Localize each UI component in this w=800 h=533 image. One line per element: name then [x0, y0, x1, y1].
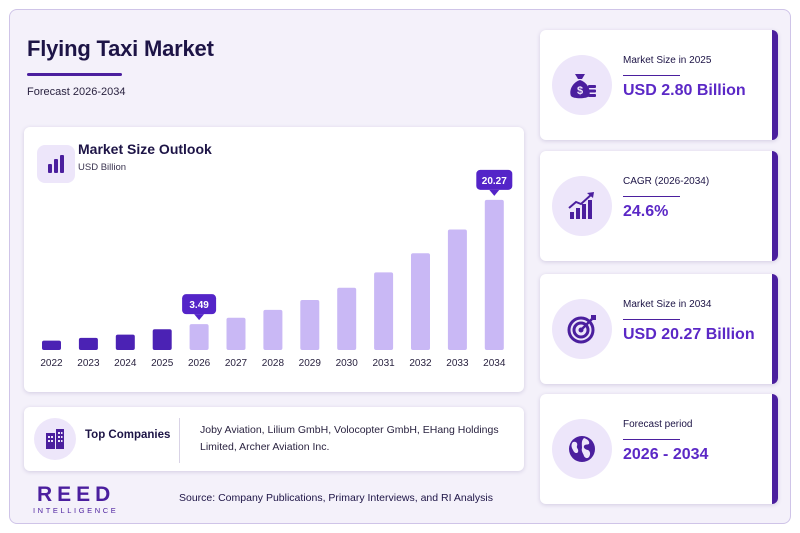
bar-2028	[263, 309, 283, 350]
data-label: 20.27	[482, 176, 507, 187]
bar-chart-icon	[37, 145, 75, 183]
x-tick-label: 2034	[483, 358, 506, 369]
stat-value: USD 2.80 Billion	[623, 82, 746, 99]
bar-2026	[189, 324, 209, 350]
companies-list: Joby Aviation, Lilium GmbH, Volocopter G…	[200, 424, 499, 453]
bar-2023	[78, 337, 98, 350]
bar-2029	[300, 299, 320, 350]
companies-label: Top Companies	[85, 429, 171, 441]
bar-2024	[115, 334, 135, 350]
stat-rule	[623, 439, 680, 440]
buildings-icon	[34, 418, 76, 460]
bar-2034	[484, 199, 504, 350]
svg-text:$: $	[577, 85, 583, 97]
callout-2034: 20.27	[476, 169, 513, 196]
bar-2022	[42, 340, 61, 350]
stat-value: 24.6%	[623, 203, 669, 220]
title-underline	[27, 73, 122, 76]
stat-card-cagr: CAGR (2026-2034) 24.6%	[540, 151, 778, 261]
globe-icon	[552, 419, 612, 479]
bar-2033	[447, 229, 467, 350]
chart-unit: USD Billion	[78, 162, 127, 173]
stat-value: 2026 - 2034	[623, 446, 709, 463]
stat-label: CAGR (2026-2034)	[623, 176, 710, 187]
x-tick-label: 2029	[299, 358, 322, 369]
stat-rule	[623, 196, 680, 197]
chart-card: Market Size Outlook USD Billion 2022 2023…	[24, 127, 524, 392]
source-note: Source: Company Publications, Primary In…	[179, 492, 493, 504]
chart-title: Market Size Outlook	[78, 141, 212, 157]
logo-subtitle: INTELLIGENCE	[33, 506, 119, 515]
stat-rule	[623, 319, 680, 320]
stat-card-market-size-2025: $ Market Size in 2025 USD 2.80 Billion	[540, 30, 778, 140]
x-tick-label: 2030	[336, 358, 359, 369]
page-subtitle: Forecast 2026-2034	[27, 86, 126, 98]
stat-rule	[623, 75, 680, 76]
stat-label: Market Size in 2025	[623, 55, 712, 66]
target-icon	[552, 299, 612, 359]
growth-chart-icon	[552, 176, 612, 236]
stat-card-market-size-2034: Market Size in 2034 USD 20.27 Billion	[540, 274, 778, 384]
x-tick-label: 2025	[151, 358, 174, 369]
stat-label: Forecast period	[623, 419, 693, 430]
x-tick-label: 2026	[188, 358, 211, 369]
money-bag-icon: $	[552, 55, 612, 115]
x-tick-label: 2032	[409, 358, 432, 369]
callout-2026: 3.49	[182, 294, 217, 321]
logo-wordmark: REED	[37, 483, 116, 506]
x-tick-label: 2033	[446, 358, 469, 369]
stat-label: Market Size in 2034	[623, 299, 712, 310]
stat-value: USD 20.27 Billion	[623, 326, 755, 343]
x-tick-label: 2022	[40, 358, 63, 369]
bar-2027	[226, 317, 246, 350]
stat-card-forecast-period: Forecast period 2026 - 2034	[540, 394, 778, 504]
x-tick-label: 2031	[372, 358, 395, 369]
x-tick-label: 2023	[77, 358, 100, 369]
page-title: Flying Taxi Market	[27, 36, 214, 61]
bar-2030	[337, 287, 357, 350]
bar-2032	[411, 253, 430, 350]
bar-2031	[374, 272, 394, 350]
bar-chart: 2022 2023 2024 2025 2026 2027 2028 2029 2030 2031…	[40, 169, 513, 369]
x-tick-label: 2027	[225, 358, 248, 369]
companies-divider	[179, 418, 180, 463]
x-tick-label: 2028	[262, 358, 285, 369]
bar-2025	[152, 329, 172, 350]
companies-card: Top Companies Joby Aviation, Lilium GmbH…	[24, 407, 524, 471]
data-label: 3.49	[189, 300, 209, 311]
x-tick-label: 2024	[114, 358, 137, 369]
